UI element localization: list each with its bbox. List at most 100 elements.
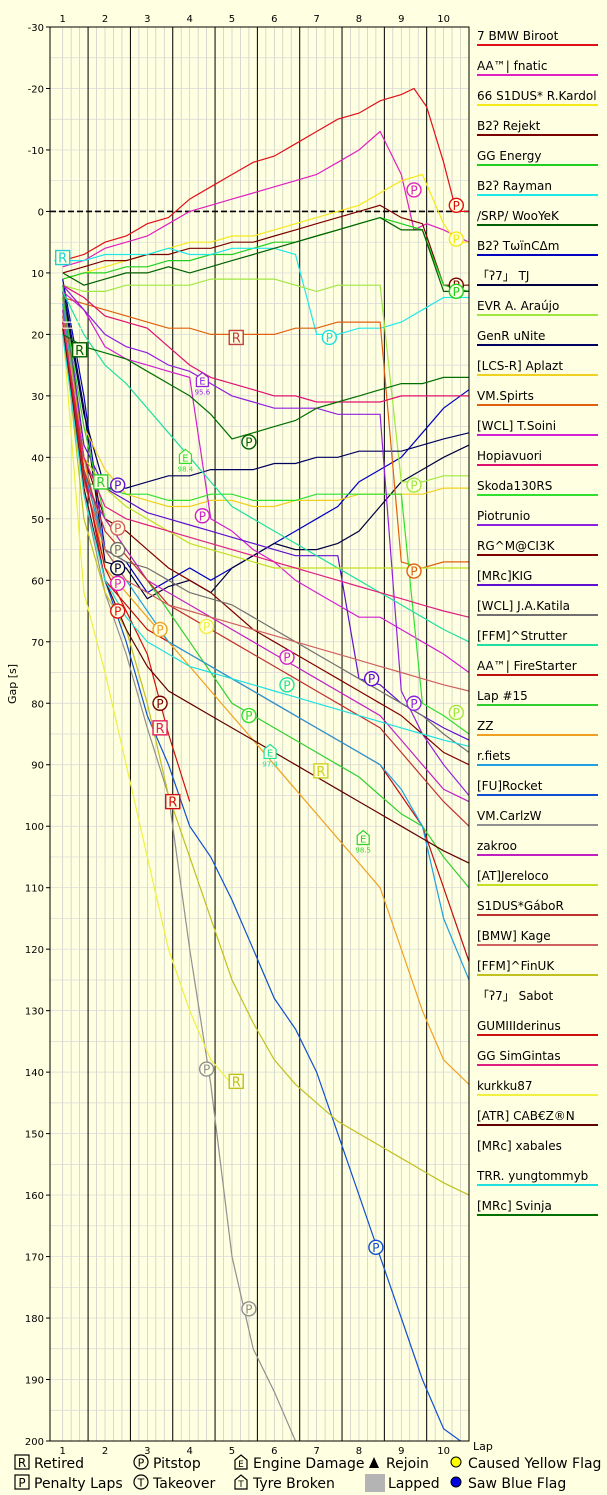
marker-p-32: P xyxy=(448,283,465,300)
pitstop-marker-letter: P xyxy=(156,623,163,637)
pitstop-marker-letter: P xyxy=(245,435,252,449)
series-line-5 xyxy=(62,216,470,292)
y-tick-label: -20 xyxy=(28,84,44,95)
x-tick-label-bottom: 7 xyxy=(313,1446,319,1457)
y-tick-label: 10 xyxy=(31,269,44,280)
retired-marker-box xyxy=(228,1073,244,1090)
marker-p-10: P xyxy=(110,520,126,536)
legend-entry-label: 7 BMW Biroot xyxy=(477,29,559,43)
marker-e-37: E95.6 xyxy=(195,371,211,397)
marker-p-14: P xyxy=(110,603,126,619)
pitstop-marker-circle xyxy=(363,670,380,687)
x-tick-label-top: 3 xyxy=(144,14,150,25)
axes: -30-20-100102030405060708090100110120130… xyxy=(6,14,493,1457)
legend-entry-label: GenR uNite xyxy=(477,329,545,343)
key-label: Rejoin xyxy=(386,1456,429,1472)
legend-entry-label: GUMIIIderinus xyxy=(477,1019,561,1033)
engine-damage-marker xyxy=(356,829,370,846)
key-label: Takeover xyxy=(152,1476,215,1492)
legend: 7 BMW Biroot AA™| fnatic 66 S1DUS* R.Kardo… xyxy=(476,29,598,1216)
pitstop-marker-letter: P xyxy=(410,183,417,197)
marker-r-5: R xyxy=(165,793,181,811)
pitstop-marker-circle xyxy=(110,575,126,592)
pitstop-marker-circle xyxy=(198,618,215,635)
pitstop-marker-letter: P xyxy=(199,509,206,523)
pitstop-marker-circle xyxy=(152,695,168,711)
series-line-6 xyxy=(54,247,469,335)
retired-marker-letter: R xyxy=(168,796,177,811)
legend-entry-label: EVR A. Araújo xyxy=(477,299,559,313)
retired-marker-letter: R xyxy=(316,765,325,780)
retired-marker-box xyxy=(93,474,109,490)
retired-marker-box xyxy=(71,342,88,358)
retired-marker-letter: R xyxy=(75,344,84,359)
x-tick-label-bottom: 4 xyxy=(186,1446,192,1457)
legend-entry-label: [WCL] T.Soini xyxy=(477,419,556,433)
series-line-37 xyxy=(62,328,470,864)
pitstop-marker-letter: P xyxy=(156,697,163,711)
x-tick-label-bottom: 5 xyxy=(229,1446,235,1457)
legend-entry-label: [MRc] Svinja xyxy=(477,1199,552,1213)
marker-p-13: P xyxy=(110,575,126,592)
pitstop-marker-circle xyxy=(110,541,126,558)
legend-entry-label: /SRP/ WooYeK xyxy=(477,209,560,223)
series-line-25 xyxy=(62,303,470,981)
marker-r-1: R xyxy=(54,249,71,267)
pitstop-marker-letter: P xyxy=(283,651,290,665)
key-label: Engine Damage xyxy=(253,1456,365,1472)
legend-entry-label: B2ʔ Rejekt xyxy=(477,119,541,133)
key-circle-icon xyxy=(133,1454,149,1470)
pitstop-marker-circle xyxy=(448,704,465,721)
engine-damage-marker xyxy=(195,371,209,388)
key-pentagon-icon xyxy=(234,1474,248,1490)
legend-entry-label: S1DUS*GáboR xyxy=(477,899,564,913)
series-line-13 xyxy=(62,296,469,569)
pitstop-marker-circle xyxy=(448,283,465,300)
key-circle-letter: P xyxy=(138,1457,145,1470)
legend-entry-label: AA™| FireStarter xyxy=(477,659,577,673)
grid xyxy=(50,26,470,1442)
engine-damage-pct: 98.5 xyxy=(355,847,371,855)
key-yellow: Caused Yellow Flag xyxy=(450,1456,601,1472)
legend-entry-label: [AT]Jereloco xyxy=(477,869,549,883)
key-box-icon xyxy=(14,1454,30,1470)
legend-entry-label: zakroo xyxy=(477,839,517,853)
series-line-14 xyxy=(62,290,470,673)
key-box-letter: P xyxy=(18,1476,25,1490)
pitstop-marker-letter: P xyxy=(453,199,460,213)
series-line-27 xyxy=(62,309,297,1442)
pitstop-marker-circle xyxy=(241,1301,257,1317)
pitstop-marker-circle xyxy=(110,520,126,536)
marker-r-3: R xyxy=(93,474,109,491)
marker-p-16: P xyxy=(152,695,168,711)
x-tick-label-bottom: 8 xyxy=(356,1446,362,1457)
x-tick-label-bottom: 3 xyxy=(144,1446,150,1457)
legend-entry-label: VM.CarlzW xyxy=(477,809,542,823)
pitstop-marker-letter: P xyxy=(368,672,375,686)
legend-entry-label: ZZ xyxy=(477,719,493,733)
y-tick-label: 150 xyxy=(25,1130,44,1141)
marker-p-36: P xyxy=(368,1239,384,1256)
series-line-2 xyxy=(62,130,470,268)
x-tick-label-bottom: 6 xyxy=(271,1446,277,1457)
legend-entry-label: r.fiets xyxy=(477,749,511,763)
pitstop-marker-circle xyxy=(198,1061,215,1077)
pitstop-marker-letter: P xyxy=(453,285,460,299)
pitstop-marker-letter: P xyxy=(410,697,417,711)
y-tick-label: 130 xyxy=(25,1007,44,1018)
retired-marker-box xyxy=(165,793,181,810)
y-tick-label: 100 xyxy=(25,822,44,833)
y-tick-label: 90 xyxy=(31,761,44,772)
x-tick-label-top: 10 xyxy=(437,14,450,25)
key-label: Pitstop xyxy=(153,1456,201,1472)
marker-p-15: P xyxy=(152,621,168,638)
pitstop-marker-circle xyxy=(406,563,422,579)
legend-entry-label: [MRc] xabales xyxy=(477,1139,562,1153)
pitstop-marker-circle xyxy=(279,677,295,693)
key-p: P Pitstop xyxy=(133,1454,201,1472)
marker-p-23: P xyxy=(321,329,338,346)
series-line-10 xyxy=(62,278,469,483)
legend-entry-label: Skoda130RS xyxy=(477,479,552,493)
retired-marker-letter: R xyxy=(58,252,67,267)
